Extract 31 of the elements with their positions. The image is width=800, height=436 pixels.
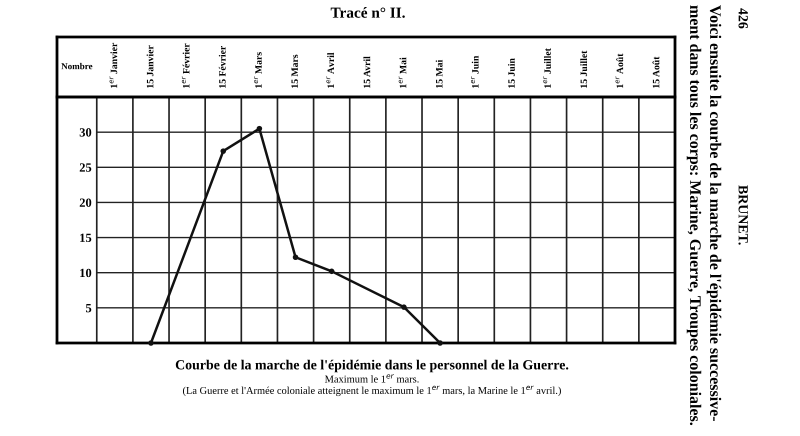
x-tick-label: 1$^{er}$ Avril bbox=[326, 52, 334, 88]
text: BRUNET. bbox=[738, 185, 748, 245]
x-tick-label: 1$^{er}$ Juillet bbox=[543, 48, 551, 88]
x-tick-label: 15 Janvier bbox=[146, 45, 154, 88]
x-tick-label: 15 Mai bbox=[436, 60, 443, 88]
y-axis-title: Nombre bbox=[61, 62, 92, 70]
y-tick-label: 10 bbox=[80, 268, 92, 278]
x-tick-label: 15 Août bbox=[652, 56, 660, 88]
text: ment dans tous les corps: Marine, Guerre, Troupes coloniales. bbox=[686, 5, 702, 426]
text: Courbe de la marche de l'épidémie dans le personnel de la Guerre. bbox=[176, 360, 568, 372]
x-tick-label: 15 Février bbox=[218, 46, 226, 88]
y-tick-label: 15 bbox=[80, 234, 92, 242]
x-tick-label: 1$^{er}$ Mai bbox=[398, 57, 406, 88]
x-tick-label: 15 Avril bbox=[363, 56, 370, 88]
text: Maximum le 1$^{er}$ mars. bbox=[324, 374, 419, 383]
y-tick-label: 25 bbox=[80, 163, 92, 172]
y-tick-label: 5 bbox=[86, 304, 92, 312]
x-tick-label: 15 Juillet bbox=[580, 50, 588, 88]
text: 426 bbox=[738, 8, 748, 28]
x-tick-label: 1$^{er}$ Août bbox=[616, 54, 624, 88]
x-tick-label: 15 Juin bbox=[508, 58, 515, 88]
chart-title: Tracé n° II. bbox=[330, 7, 405, 18]
text: (La Guerre et l'Armée coloniale atteignent le maximum le 1$^{er}$ mars, la Marine le 1$^{er}$ avril.) bbox=[182, 386, 561, 396]
x-tick-label: 1$^{er}$ Janvier bbox=[110, 42, 118, 88]
x-tick-label: 15 Mars bbox=[291, 54, 298, 88]
y-tick-label: 20 bbox=[80, 198, 92, 207]
x-tick-label: 1$^{er}$ Juin bbox=[470, 56, 479, 88]
x-tick-label: 1$^{er}$ Mars bbox=[254, 52, 262, 88]
x-tick-label: 1$^{er}$ Février bbox=[182, 43, 190, 88]
text: Voici ensuite la courbe de la marche de l'épidémie successive- bbox=[706, 5, 722, 421]
y-tick-label: 30 bbox=[80, 128, 92, 137]
